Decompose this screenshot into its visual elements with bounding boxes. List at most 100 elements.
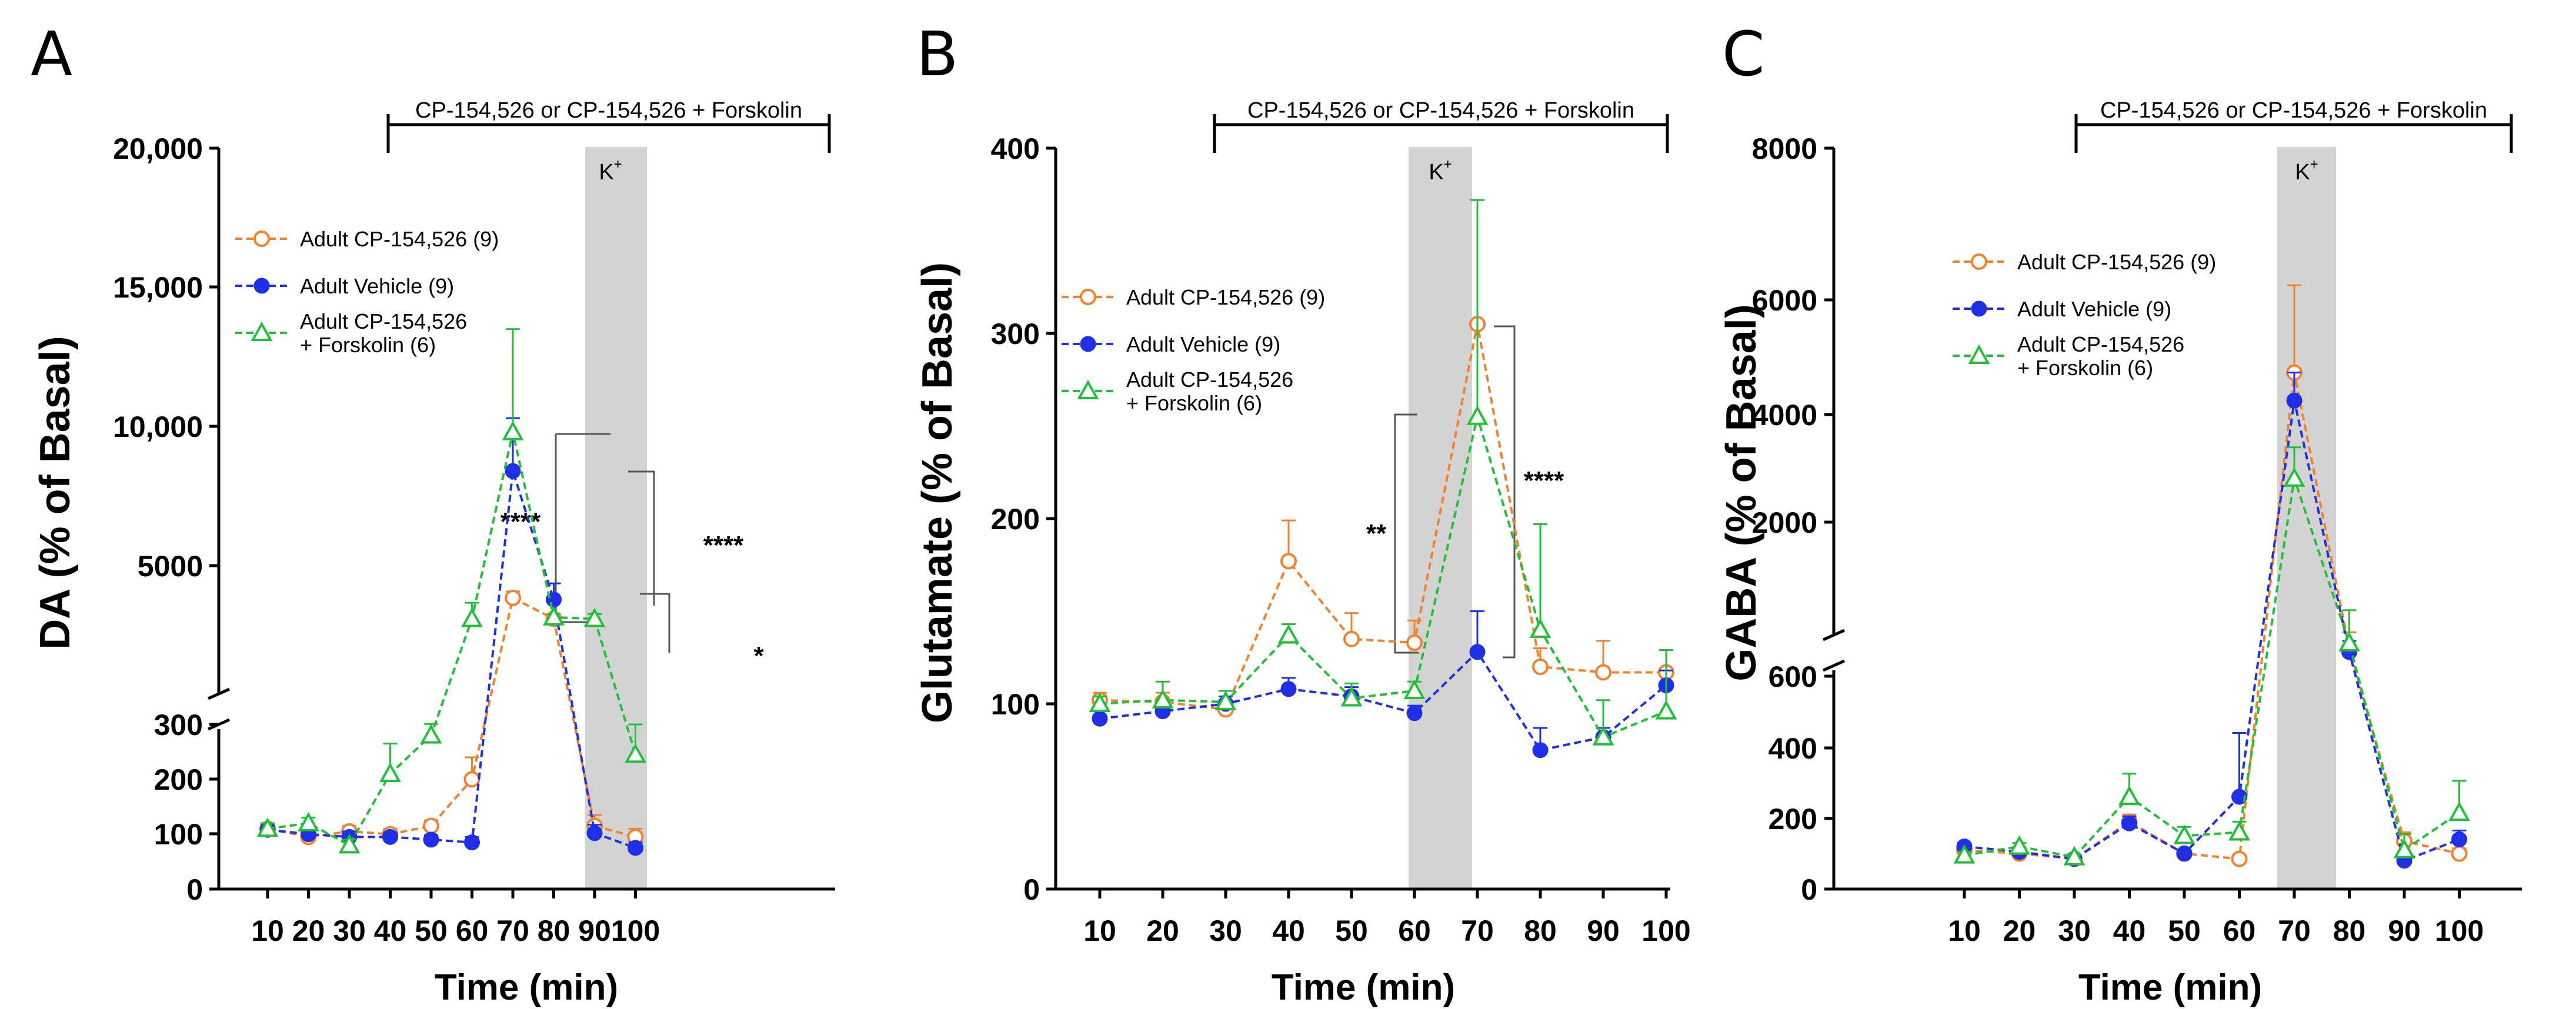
data-point [2118,786,2140,806]
x-tick-label: 20 [292,914,325,947]
x-tick-label: 70 [496,914,529,947]
x-tick-label: 60 [1398,914,1431,947]
data-point [382,828,398,845]
x-tick-label: 80 [2333,914,2366,947]
panel-b-xticks: 10 20 30 40 50 60 70 80 90 100 [1083,889,1691,947]
panel-b-ylabel: Glutamate (% of Basal) [914,262,961,723]
legend-marker [1080,289,1096,305]
data-point [1406,634,1423,651]
x-tick-label: 60 [2223,914,2256,947]
series-line [267,432,637,847]
data-point [1280,553,1297,570]
x-tick-label: 100 [2435,914,2484,947]
panel-c-xlabel: Time (min) [2078,967,2262,1008]
panel-c-ytick: 200 [1769,803,1817,836]
panel-c-ytick: 4000 [1752,399,1817,432]
x-tick-label: 30 [2058,914,2091,947]
series-2 [256,328,646,854]
panel-a-ytick: 200 [154,763,203,796]
panel-a-legend: Adult CP-154,526 (9) Adult Vehicle (9) Adu… [235,227,499,357]
data-point [1343,630,1360,647]
series-line [267,596,636,838]
x-tick-label: 40 [1272,914,1305,947]
data-point [423,831,439,848]
panel-a-plot [256,328,646,856]
panel-b-xlabel: Time (min) [1272,967,1455,1008]
panel-b-stim-sup: + [1444,156,1452,172]
data-point [2173,824,2195,844]
x-tick-label: 90 [1587,914,1620,947]
data-point [628,840,643,856]
legend-marker [1971,300,1987,317]
x-tick-label: 100 [611,914,660,947]
panel-b-stim-band [1409,147,1472,888]
data-point [463,771,481,788]
svg-text:K+: K+ [2295,156,2318,185]
panel-b-sig-2: **** [1524,466,1564,495]
x-tick-label: 50 [415,914,448,947]
data-point [1280,681,1297,697]
legend-label: Adult CP-154,526 (9) [1126,285,1325,309]
data-point [1953,844,1976,864]
data-point [2448,801,2470,821]
panel-a-treatment-label: CP-154,526 or CP-154,526 + Forskolin [415,98,802,123]
data-point [586,825,603,841]
series-1 [1956,372,2467,869]
panel-c-ytick: 2000 [1752,506,1817,539]
panel-a-ytick: 100 [154,818,203,851]
legend-marker [251,321,273,341]
panel-c: C CP-154,526 or CP-154,526 + Forskolin K… [1718,18,2522,1008]
data-point [625,743,646,763]
legend-marker [1080,336,1096,352]
x-tick-label: 30 [333,914,366,947]
data-point [1214,690,1237,710]
panel-a-xticks: 10 20 30 40 50 60 70 80 90 100 [251,889,660,947]
x-tick-label: 80 [538,914,570,947]
x-tick-label: 10 [1083,914,1116,947]
data-point [2063,846,2086,866]
series-2 [1953,446,2470,866]
x-tick-label: 50 [2168,914,2201,947]
legend-marker [253,230,270,247]
legend-label: + Forskolin (6) [300,333,436,357]
data-point [505,463,521,479]
panel-c-stim-label: K [2295,160,2310,185]
data-point [1403,679,1426,699]
panel-a-ytick: 5000 [138,550,203,583]
x-tick-label: 20 [2003,914,2036,947]
series-line [1964,372,2460,860]
panel-a-stim-label: K [599,160,613,185]
panel-b-ytick: 400 [991,132,1040,165]
data-point [2176,846,2193,862]
legend-label: Adult CP-154,526 (9) [2017,250,2216,274]
panel-b: B CP-154,526 or CP-154,526 + Forskolin K… [914,18,1691,1008]
panel-b-letter: B [916,18,958,90]
data-point [1469,644,1486,660]
panel-c-legend: Adult CP-154,526 (9) Adult Vehicle (9) Adu… [1953,250,2216,380]
x-tick-label: 50 [1335,914,1368,947]
data-point [379,762,401,782]
panel-b-ytick: 0 [1023,873,1040,906]
data-point [1092,710,1108,727]
data-point [1466,405,1489,425]
data-point [1655,700,1677,720]
x-tick-label: 10 [251,914,284,947]
data-point [2451,845,2468,862]
panel-c-xticks: 10 20 30 40 50 60 70 80 90 100 [1948,889,2484,947]
data-point [1595,664,1611,681]
data-point [420,724,442,744]
x-tick-label: 60 [456,914,489,947]
legend-marker [1968,344,1990,364]
data-point [464,834,480,851]
panel-c-treatment-label: CP-154,526 or CP-154,526 + Forskolin [2100,98,2487,123]
data-point [2283,467,2305,487]
panel-c-stim-band [2277,147,2336,888]
data-point [1340,687,1363,707]
data-point [2393,838,2415,858]
panel-c-axis-break-top [1822,629,1846,642]
panel-a-sig-2: **** [703,531,744,560]
series-line [1099,412,1667,739]
series-line [267,470,636,849]
x-tick-label: 100 [1641,914,1690,947]
